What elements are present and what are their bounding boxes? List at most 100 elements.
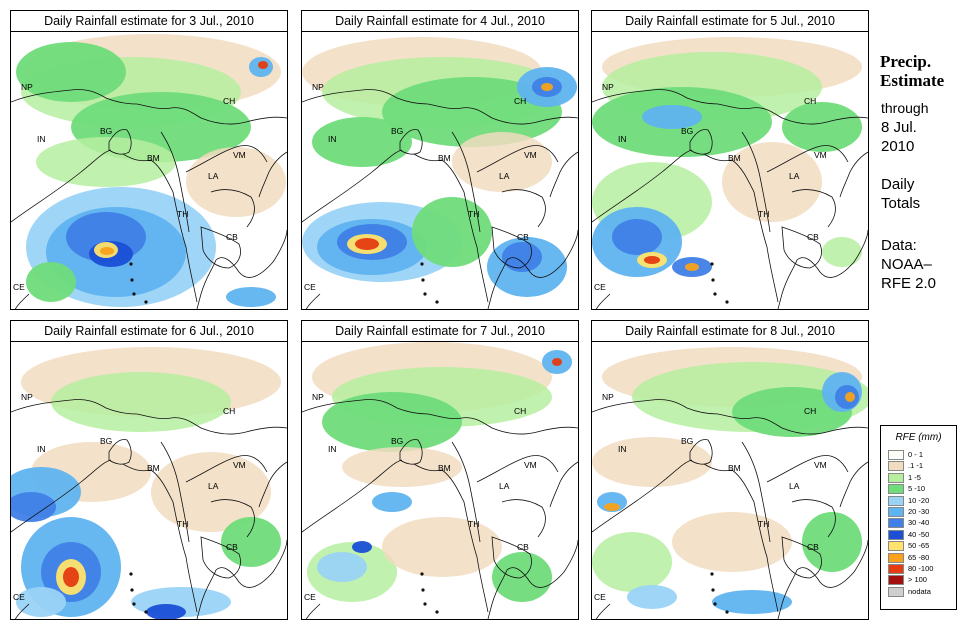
country-label-la: LA [499, 481, 510, 491]
rain-field [11, 347, 281, 619]
panel-jul-7: Daily Rainfall estimate for 7 Jul., 2010… [301, 320, 579, 620]
legend-label: 65 -80 [908, 552, 930, 562]
country-label-vm: VM [524, 150, 537, 160]
country-label-vm: VM [524, 460, 537, 470]
legend-swatch [888, 484, 904, 495]
legend-label: 0 - 1 [908, 450, 924, 459]
rainfall-map: NP CH IN BG BM VM LA TH CB CE [10, 31, 288, 310]
heading-line: Precip. [880, 52, 932, 71]
legend-swatch [888, 450, 904, 460]
country-label-bg: BG [391, 436, 403, 446]
country-label-ce: CE [594, 592, 606, 602]
panel-title: Daily Rainfall estimate for 3 Jul., 2010 [10, 10, 288, 32]
legend-label: nodata [908, 586, 931, 596]
legend-swatch [888, 586, 904, 597]
country-label-in: IN [37, 444, 46, 454]
heading-line: Estimate [880, 71, 945, 90]
legend-item: 50 -65 [888, 541, 954, 552]
country-label-la: LA [789, 171, 800, 181]
date-line: 8 Jul. [881, 119, 917, 136]
country-label-th: TH [758, 519, 769, 529]
country-label-ch: CH [804, 406, 816, 416]
panel-title: Daily Rainfall estimate for 6 Jul., 2010 [10, 320, 288, 342]
country-label-cb: CB [517, 232, 529, 242]
legend-item: 40 -50 [888, 529, 954, 541]
country-label-in: IN [618, 444, 627, 454]
country-label-la: LA [789, 481, 800, 491]
legend-item: 10 -20 [888, 495, 954, 507]
legend-item: 0 - 1 [888, 450, 954, 461]
country-label-th: TH [758, 209, 769, 219]
data-line: Data: [881, 237, 917, 254]
country-label-ce: CE [304, 592, 316, 602]
through-label: through [881, 100, 929, 116]
country-label-cb: CB [226, 542, 238, 552]
rainfall-map-graphic: NP CH IN BG BM VM LA TH CB CE [592, 347, 868, 619]
country-label-cb: CB [807, 542, 819, 552]
panel-title: Daily Rainfall estimate for 4 Jul., 2010 [301, 10, 579, 32]
country-borders [302, 89, 578, 309]
country-label-la: LA [208, 171, 219, 181]
country-label-np: NP [602, 82, 614, 92]
country-borders [302, 399, 578, 619]
country-label-la: LA [208, 481, 219, 491]
country-label-ch: CH [804, 96, 816, 106]
country-borders [592, 89, 868, 309]
country-label-bg: BG [681, 436, 693, 446]
legend-item: nodata [888, 586, 954, 598]
legend-item: 30 -40 [888, 518, 954, 529]
country-label-ch: CH [223, 96, 235, 106]
panel-jul-5: Daily Rainfall estimate for 5 Jul., 2010… [591, 10, 869, 310]
legend-label: 30 -40 [908, 518, 930, 528]
country-label-ch: CH [514, 406, 526, 416]
country-label-th: TH [177, 519, 188, 529]
country-borders [11, 399, 287, 619]
country-labels: NP CH IN BG BM VM LA TH CB CE [594, 392, 827, 602]
legend-label: .1 -1 [908, 461, 924, 471]
rainfall-map-graphic: NP CH IN BG BM VM LA TH CB CE [302, 342, 578, 619]
data-line: RFE 2.0 [881, 275, 937, 292]
legend-swatch [888, 575, 904, 586]
rfe-legend: RFE (mm) 0 - 1 .1 -1 1 -5 5 -10 10 -20 20 -30… [880, 425, 957, 610]
country-label-np: NP [21, 82, 33, 92]
rain-field [592, 37, 862, 277]
legend-swatch [888, 541, 904, 552]
rainfall-map: NP CH IN BG BM VM LA TH CB CE [591, 31, 869, 310]
country-label-cb: CB [517, 542, 529, 552]
country-label-np: NP [21, 392, 33, 402]
legend-swatch [888, 461, 904, 472]
through-date: through 8 Jul. 2010 [881, 99, 928, 156]
country-label-ce: CE [13, 592, 25, 602]
legend-label: 50 -65 [908, 541, 930, 551]
country-label-ce: CE [594, 282, 606, 292]
rainfall-map: NP CH IN BG BM VM LA TH CB CE [301, 31, 579, 310]
legend-swatch [888, 518, 904, 529]
legend-label: 80 -100 [908, 564, 934, 573]
legend-label: 40 -50 [908, 529, 930, 539]
country-label-bg: BG [391, 126, 403, 136]
legend-swatch [888, 472, 904, 483]
country-label-ch: CH [223, 406, 235, 416]
panel-jul-8: Daily Rainfall estimate for 8 Jul., 2010… [591, 320, 869, 620]
legend-item: 1 -5 [888, 472, 954, 484]
rain-field [307, 342, 572, 602]
country-label-th: TH [468, 519, 479, 529]
country-label-la: LA [499, 171, 510, 181]
product-heading: Precip. Estimate [880, 52, 944, 90]
country-label-bg: BG [681, 126, 693, 136]
legend-item: 5 -10 [888, 484, 954, 495]
panel-jul-3: Daily Rainfall estimate for 3 Jul., 2010… [10, 10, 288, 310]
country-label-in: IN [328, 444, 337, 454]
rainfall-map-graphic: NP CH IN BG BM VM LA TH CB CE [302, 37, 578, 309]
data-line: NOAA– [881, 256, 932, 273]
panel-title: Daily Rainfall estimate for 5 Jul., 2010 [591, 10, 869, 32]
country-label-ce: CE [13, 282, 25, 292]
legend-label: > 100 [908, 575, 927, 585]
legend-item: 20 -30 [888, 507, 954, 518]
legend-swatch [888, 564, 904, 574]
date-line: 2010 [881, 138, 915, 155]
country-label-ch: CH [514, 96, 526, 106]
country-labels: NP CH IN BG BM VM LA TH CB CE [304, 82, 537, 292]
country-label-in: IN [328, 134, 337, 144]
country-label-bm: BM [147, 153, 160, 163]
